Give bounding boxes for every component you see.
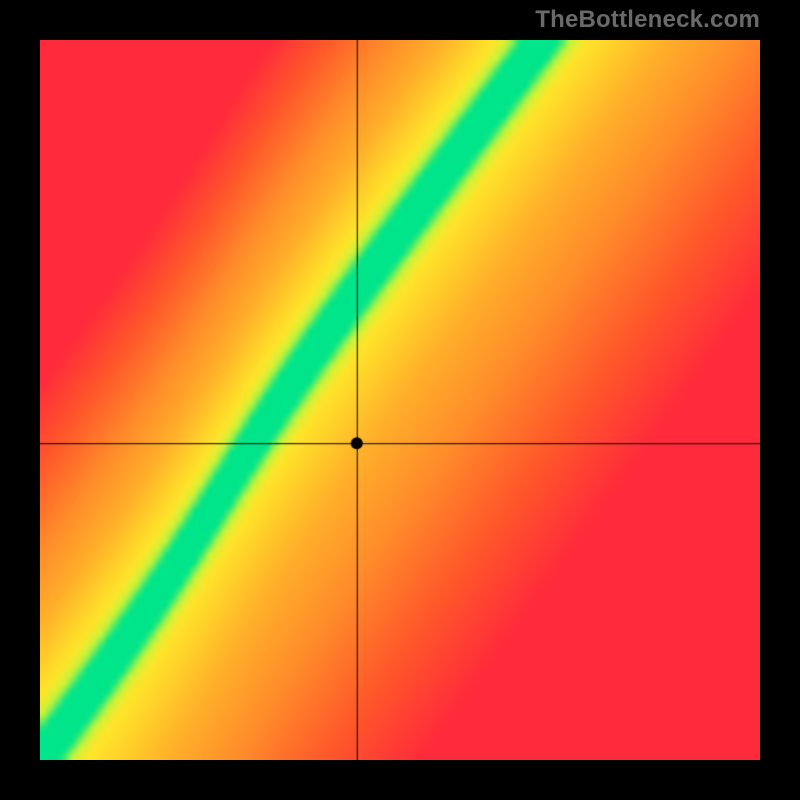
plot-area (40, 40, 760, 760)
figure-frame: TheBottleneck.com (0, 0, 800, 800)
bottleneck-heatmap (40, 40, 760, 760)
watermark-label: TheBottleneck.com (535, 6, 760, 34)
